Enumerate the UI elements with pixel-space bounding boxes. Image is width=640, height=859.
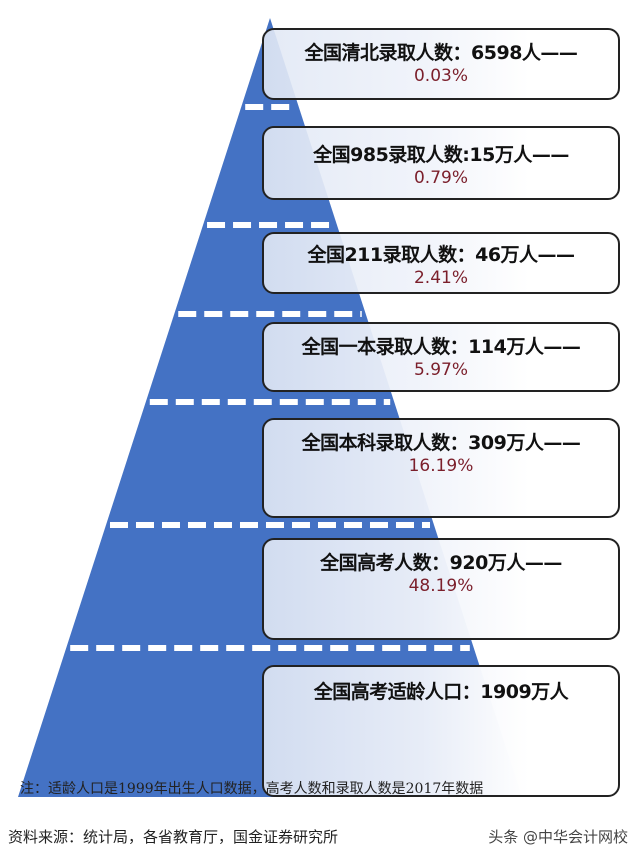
source-text: 资料来源：统计局，各省教育厅，国金证券研究所 [8,828,339,846]
level-label: 全国本科录取人数：309万人—— [301,432,581,454]
level-gaokao: 全国高考人数：920万人—— 48.19% [262,538,620,640]
level-percent: 0.03% [413,66,468,86]
level-label: 全国高考适龄人口：1909万人 [313,681,569,703]
level-population: 全国高考适龄人口：1909万人 [262,665,620,797]
level-label: 全国高考人数：920万人—— [320,552,562,574]
level-label: 全国一本录取人数：114万人—— [301,336,581,358]
level-211: 全国211录取人数：46万人—— 2.41% [262,232,620,294]
level-percent: 48.19% [408,576,474,596]
level-985: 全国985录取人数:15万人—— 0.79% [262,126,620,200]
level-undergrad: 全国本科录取人数：309万人—— 16.19% [262,418,620,518]
level-label: 全国清北录取人数：6598人—— [304,42,578,64]
level-percent: 2.41% [413,268,468,288]
footnote: 注：适龄人口是1999年出生人口数据，高考人数和录取人数是2017年数据 [20,781,484,797]
level-percent: 0.79% [413,168,468,188]
level-label: 全国985录取人数:15万人—— [313,144,569,166]
level-percent: 16.19% [408,456,474,476]
level-qingbei: 全国清北录取人数：6598人—— 0.03% [262,28,620,100]
level-tier1: 全国一本录取人数：114万人—— 5.97% [262,322,620,392]
level-percent: 5.97% [413,360,468,380]
level-label: 全国211录取人数：46万人—— [307,244,575,266]
watermark: 头条 @中华会计网校 [488,828,628,846]
